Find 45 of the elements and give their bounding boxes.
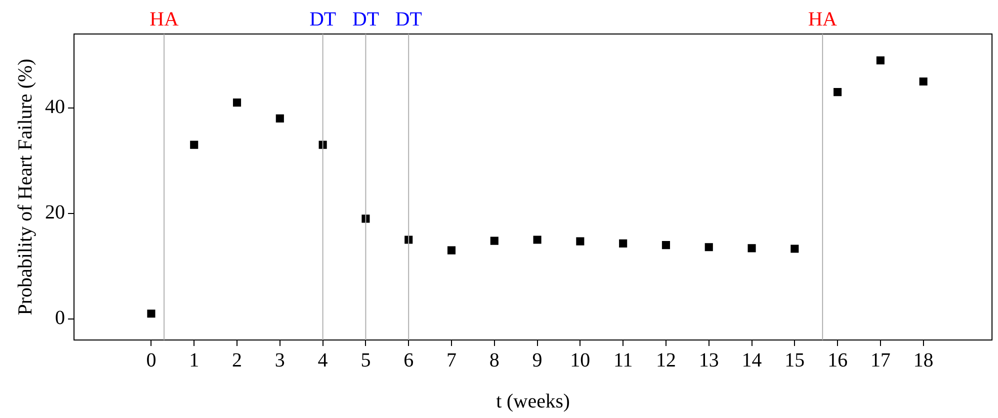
x-tick-label: 14: [742, 349, 762, 372]
x-tick-label: 5: [360, 349, 371, 372]
x-tick-label: 6: [404, 349, 414, 372]
point: [447, 246, 456, 254]
point: [662, 241, 670, 250]
y-tick-label: 20: [45, 202, 65, 224]
point: [748, 244, 756, 252]
x-tick-label: 1: [189, 349, 200, 372]
x-tick-label: 16: [828, 349, 848, 372]
x-tick-label: 12: [656, 349, 676, 372]
x-tick-label: 2: [232, 349, 242, 372]
point: [533, 236, 542, 244]
point: [876, 56, 885, 64]
point: [704, 243, 713, 252]
x-tick-label: 15: [784, 349, 805, 372]
y-tick-label: 40: [45, 96, 65, 118]
x-tick-label: 8: [489, 349, 500, 372]
x-axis-title: t (weeks): [496, 390, 570, 412]
point: [576, 237, 584, 246]
x-tick-label: 10: [570, 349, 590, 372]
x-tick-label: 0: [146, 349, 156, 372]
ref-line-label: HA: [150, 8, 180, 30]
point: [147, 310, 156, 318]
y-axis-title: Probability of Heart Failure (%): [14, 58, 36, 316]
ref-line-label: DT: [352, 8, 380, 30]
ref-line-label: HA: [808, 8, 838, 30]
x-tick-label: 18: [913, 349, 934, 372]
x-tick-label: 11: [613, 349, 633, 372]
x-tick-label: 17: [870, 349, 890, 372]
x-tick-label: 13: [698, 349, 719, 372]
x-tick-label: 7: [446, 349, 456, 372]
x-tick-label: 9: [532, 349, 542, 372]
point: [490, 236, 498, 245]
y-tick-label: 0: [55, 307, 65, 330]
point: [919, 77, 928, 86]
ref-line-label: DT: [309, 8, 336, 30]
point: [232, 98, 242, 107]
point: [276, 114, 284, 122]
ref-line-label: DT: [395, 8, 422, 30]
point: [834, 88, 842, 96]
point: [619, 239, 628, 248]
x-tick-label: 3: [274, 349, 285, 372]
point: [790, 244, 799, 253]
point: [190, 140, 198, 149]
x-tick-label: 4: [318, 349, 328, 372]
